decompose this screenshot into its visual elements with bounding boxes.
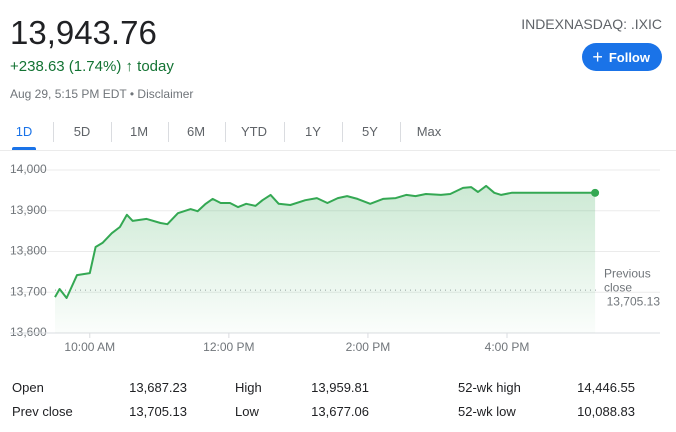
tab[interactable]: 5D — [73, 124, 91, 139]
tab-separator — [225, 122, 226, 142]
stat-label: Open — [12, 380, 44, 395]
y-tick-label: 14,000 — [10, 162, 47, 176]
tab-separator — [283, 122, 285, 142]
previous-close-label: close — [604, 280, 632, 294]
tab-separator — [110, 122, 112, 142]
stat-label: 52-wk high — [458, 380, 521, 395]
change-value: +238.63 (1.74%) — [10, 58, 122, 75]
period: today — [137, 58, 174, 75]
stat-label: High — [235, 380, 262, 395]
previous-close-value: 13,705.13 — [607, 294, 661, 308]
tab[interactable]: 1Y — [305, 124, 321, 139]
stat-label: Prev close — [12, 404, 73, 419]
change: +238.63 (1.74%) ↑ today — [10, 58, 174, 75]
timestamp-row: Aug 29, 5:15 PM EDT • Disclaimer — [10, 87, 193, 101]
tab[interactable]: Max — [416, 124, 442, 139]
y-tick-label: 13,800 — [10, 244, 47, 258]
arrow: ↑ — [125, 58, 134, 75]
x-tick-label: 10:00 AM — [64, 340, 115, 354]
end-dot — [591, 188, 600, 197]
tab-underline — [12, 147, 36, 150]
y-tick-label: 13,700 — [10, 284, 47, 298]
x-tick-label: 2:00 PM — [346, 340, 391, 354]
area — [55, 185, 596, 333]
tab[interactable]: YTD — [241, 124, 267, 139]
tab[interactable]: 5Y — [362, 124, 378, 139]
price-line — [54, 184, 596, 299]
stat-value: 10,088.83 — [577, 404, 635, 419]
follow-label: Follow — [608, 50, 650, 65]
stat-value: 13,677.06 — [311, 404, 369, 419]
price: 13,943.76 — [10, 14, 157, 51]
tab[interactable]: 1M — [129, 124, 149, 139]
y-tick-label: 13,900 — [10, 203, 47, 217]
x-tick-label: 12:00 PM — [203, 340, 254, 354]
stat-value: 13,687.23 — [129, 380, 187, 395]
y-tick-label: 13,600 — [10, 325, 47, 339]
stat-value: 14,446.55 — [577, 380, 635, 395]
x-tick-label: 4:00 PM — [485, 340, 530, 354]
tab-separator — [53, 122, 54, 142]
separator: • — [129, 87, 135, 101]
tab-divider — [0, 150, 676, 151]
tab-separator — [399, 122, 401, 142]
timestamp: Aug 29, 5:15 PM EDT — [10, 87, 127, 101]
tab-separator — [167, 122, 169, 142]
follow-button[interactable]: + Follow — [582, 43, 662, 71]
tab[interactable]: 6M — [186, 124, 206, 139]
stat-label: 52-wk low — [458, 404, 516, 419]
stat-value: 13,959.81 — [311, 380, 369, 395]
stat-label: Low — [235, 404, 259, 419]
disclaimer[interactable]: Disclaimer — [137, 87, 194, 101]
tab-separator — [341, 122, 343, 142]
chart: 13,600 13,700 13,800 13,900 14,000 10:00 AM 12… — [10, 162, 661, 354]
ticker: INDEXNASDAQ: .IXIC — [521, 16, 662, 32]
tab[interactable]: 1D — [15, 124, 33, 139]
previous-close-label: Previous — [604, 266, 651, 280]
stat-value: 13,705.13 — [129, 404, 187, 419]
